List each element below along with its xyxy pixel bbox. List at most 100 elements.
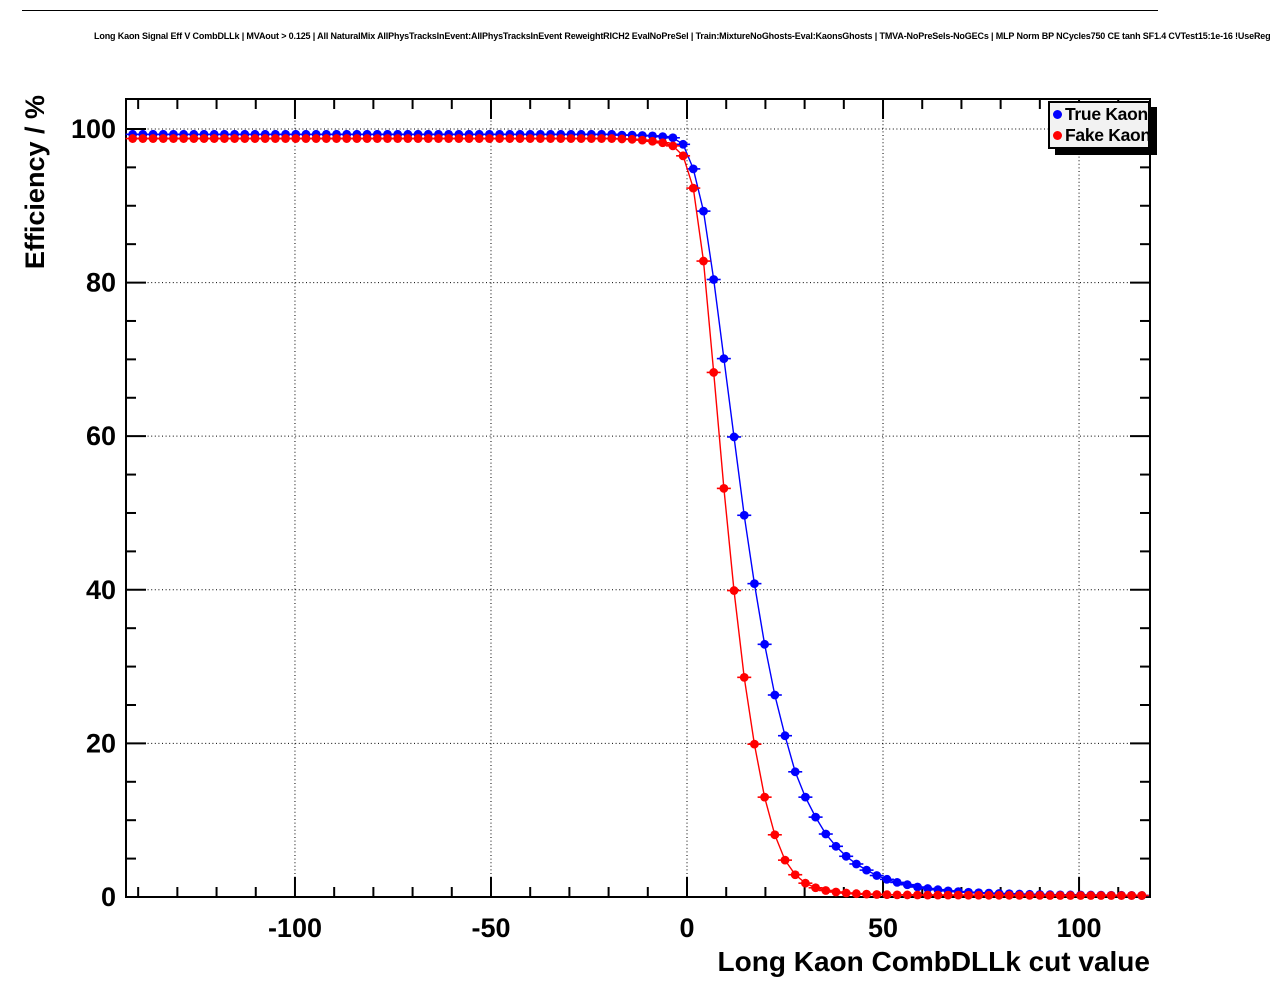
data-point-fake-kaon	[281, 134, 290, 143]
data-point-fake-kaon	[321, 134, 331, 143]
y-axis-title: Efficiency / %	[20, 95, 50, 270]
data-point-fake-kaon	[220, 134, 229, 143]
data-point-fake-kaon	[1035, 890, 1045, 900]
data-point-true-kaon	[862, 865, 871, 875]
data-point-fake-kaon	[1055, 891, 1065, 900]
data-point-fake-kaon	[658, 138, 668, 148]
data-point-fake-kaon	[485, 134, 494, 143]
data-point-fake-kaon	[994, 890, 1004, 900]
data-point-true-kaon	[658, 132, 668, 142]
data-point-fake-kaon	[138, 134, 148, 143]
data-point-fake-kaon	[556, 134, 566, 143]
data-point-fake-kaon	[688, 183, 698, 193]
data-point-fake-kaon	[393, 134, 403, 143]
plot-frame	[125, 98, 1151, 898]
data-point-true-kaon	[699, 206, 708, 216]
y-tick-label: 100	[71, 114, 116, 144]
data-point-true-kaon	[719, 354, 729, 363]
data-point-fake-kaon	[821, 886, 831, 895]
y-tick-label: 0	[101, 882, 116, 912]
data-point-fake-kaon	[719, 483, 729, 493]
data-point-fake-kaon	[617, 134, 627, 144]
data-point-true-kaon	[841, 851, 851, 861]
data-point-fake-kaon	[362, 134, 372, 143]
data-point-fake-kaon	[800, 878, 810, 888]
data-point-fake-kaon	[495, 134, 505, 143]
data-point-fake-kaon	[474, 134, 484, 143]
data-point-true-kaon	[913, 882, 922, 892]
true-kaon-marker-icon	[1053, 109, 1062, 119]
legend: True Kaon Fake Kaon	[1048, 101, 1151, 149]
data-point-fake-kaon	[750, 739, 759, 749]
data-point-fake-kaon	[739, 672, 749, 682]
data-point-true-kaon	[872, 871, 882, 880]
data-point-fake-kaon	[831, 887, 841, 897]
data-point-true-kaon	[882, 874, 892, 884]
data-point-fake-kaon	[709, 368, 719, 377]
data-point-true-kaon	[729, 432, 739, 442]
canvas-top-border	[22, 10, 1158, 11]
data-point-true-kaon	[800, 792, 810, 802]
data-point-fake-kaon	[770, 830, 780, 840]
data-point-fake-kaon	[403, 134, 413, 143]
data-point-fake-kaon	[862, 889, 871, 899]
data-point-fake-kaon	[678, 151, 688, 161]
data-point-fake-kaon	[1015, 890, 1024, 900]
data-point-fake-kaon	[729, 586, 739, 595]
data-point-fake-kaon	[525, 134, 535, 143]
data-point-fake-kaon	[1086, 891, 1096, 900]
plot-title: Long Kaon Signal Eff V CombDLLk | MVAout…	[94, 31, 1271, 41]
data-point-true-kaon	[770, 690, 780, 700]
data-point-fake-kaon	[1106, 891, 1116, 900]
x-axis-title: Long Kaon CombDLLk cut value	[717, 946, 1150, 977]
data-point-fake-kaon	[1066, 891, 1075, 900]
grid-lines	[126, 99, 1150, 897]
data-point-fake-kaon	[464, 134, 474, 143]
data-point-fake-kaon	[454, 134, 464, 143]
data-point-true-kaon	[709, 275, 719, 284]
data-point-fake-kaon	[913, 890, 922, 900]
data-point-true-kaon	[688, 164, 698, 174]
data-point-fake-kaon	[515, 134, 525, 143]
legend-label: True Kaon	[1065, 103, 1148, 124]
data-point-fake-kaon	[586, 134, 596, 143]
data-point-fake-kaon	[933, 890, 943, 900]
data-point-fake-kaon	[158, 134, 168, 143]
data-point-fake-kaon	[576, 134, 586, 143]
data-point-fake-kaon	[668, 141, 678, 151]
series-fake-kaon	[125, 134, 1149, 900]
data-point-fake-kaon	[342, 134, 352, 143]
data-point-fake-kaon	[372, 134, 382, 143]
x-tick-label: -100	[268, 913, 322, 943]
legend-entry-true-kaon: True Kaon	[1050, 104, 1148, 125]
data-point-true-kaon	[668, 133, 678, 143]
data-point-fake-kaon	[148, 134, 158, 143]
data-point-true-kaon	[902, 880, 912, 890]
data-point-fake-kaon	[128, 134, 138, 143]
data-point-fake-kaon	[434, 134, 443, 143]
data-point-fake-kaon	[423, 134, 433, 143]
data-point-fake-kaon	[790, 870, 800, 880]
data-point-fake-kaon	[872, 890, 882, 899]
data-point-true-kaon	[780, 731, 790, 741]
legend-label: Fake Kaon	[1065, 125, 1151, 146]
data-point-fake-kaon	[1137, 891, 1147, 900]
data-point-fake-kaon	[699, 256, 708, 266]
data-point-true-kaon	[892, 878, 902, 887]
y-tick-labels: 0 20 40 60 80 100	[71, 114, 116, 912]
data-point-fake-kaon	[413, 134, 423, 143]
data-point-fake-kaon	[250, 134, 260, 143]
data-point-true-kaon	[790, 767, 800, 777]
y-tick-label: 60	[86, 421, 116, 451]
data-point-fake-kaon	[332, 134, 341, 143]
data-point-fake-kaon	[637, 135, 647, 145]
data-point-fake-kaon	[260, 134, 270, 143]
data-point-fake-kaon	[240, 134, 250, 143]
fake-kaon-marker-icon	[1053, 131, 1062, 141]
x-tick-label: 100	[1057, 913, 1102, 943]
data-point-fake-kaon	[270, 134, 280, 143]
data-point-fake-kaon	[301, 134, 311, 143]
data-point-fake-kaon	[169, 134, 178, 143]
data-point-fake-kaon	[953, 890, 963, 900]
